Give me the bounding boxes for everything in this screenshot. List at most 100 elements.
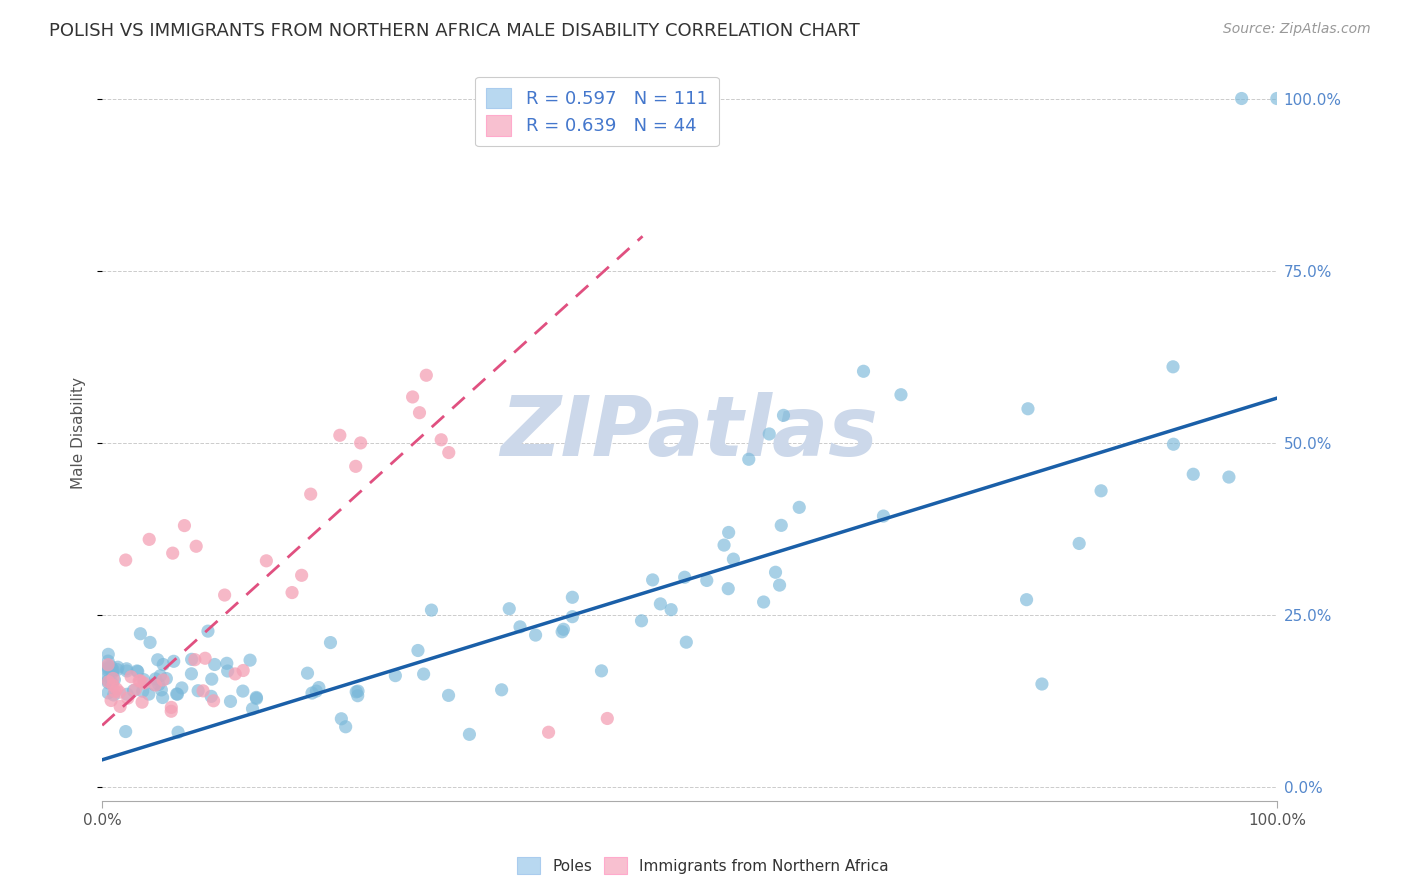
Point [1163, 437, 1185, 451]
Point [101, 672, 124, 686]
Point [105, 663, 128, 677]
Point [115, 687, 138, 701]
Point [124, 682, 146, 697]
Point [232, 664, 254, 678]
Point [239, 653, 262, 667]
Point [650, 597, 672, 611]
Point [491, 682, 513, 697]
Text: POLISH VS IMMIGRANTS FROM NORTHERN AFRICA MALE DISABILITY CORRELATION CHART: POLISH VS IMMIGRANTS FROM NORTHERN AFRIC… [49, 22, 860, 40]
Point [215, 657, 238, 671]
Point [97, 686, 120, 700]
Point [97, 674, 120, 689]
Point [152, 690, 174, 705]
Point [187, 683, 209, 698]
Point [103, 688, 125, 702]
Y-axis label: Male Disability: Male Disability [72, 376, 86, 489]
Text: Source: ZipAtlas.com: Source: ZipAtlas.com [1223, 22, 1371, 37]
Point [1090, 483, 1112, 498]
Point [406, 643, 429, 657]
Point [591, 664, 613, 678]
Point [128, 673, 150, 688]
Point [696, 574, 718, 588]
Point [97, 661, 120, 675]
Point [170, 681, 193, 695]
Point [787, 500, 810, 515]
Point [129, 626, 152, 640]
Point [101, 665, 124, 680]
Text: ZIPatlas: ZIPatlas [501, 392, 879, 473]
Point [97, 664, 120, 678]
Point [254, 554, 277, 568]
Point [173, 518, 195, 533]
Point [330, 712, 353, 726]
Point [437, 689, 460, 703]
Point [166, 687, 188, 701]
Point [281, 585, 304, 599]
Point [100, 693, 122, 707]
Point [101, 663, 124, 677]
Point [1182, 467, 1205, 482]
Point [305, 684, 328, 698]
Point [131, 695, 153, 709]
Point [335, 720, 357, 734]
Point [152, 657, 174, 672]
Point [401, 390, 423, 404]
Point [852, 364, 875, 378]
Point [155, 672, 177, 686]
Point [630, 614, 652, 628]
Point [551, 624, 574, 639]
Point [138, 533, 160, 547]
Point [138, 687, 160, 701]
Point [108, 685, 131, 699]
Point [132, 684, 155, 698]
Point [97, 648, 120, 662]
Point [115, 664, 138, 678]
Point [415, 368, 437, 383]
Point [1069, 536, 1091, 550]
Point [752, 595, 775, 609]
Point [458, 727, 481, 741]
Point [758, 427, 780, 442]
Point [217, 664, 239, 678]
Point [384, 668, 406, 682]
Point [346, 689, 368, 703]
Point [162, 546, 184, 560]
Point [194, 651, 217, 665]
Point [301, 686, 323, 700]
Point [561, 591, 583, 605]
Point [146, 653, 169, 667]
Point [167, 725, 190, 739]
Point [561, 609, 583, 624]
Point [97, 657, 120, 672]
Point [717, 525, 740, 540]
Point [509, 620, 531, 634]
Point [738, 452, 761, 467]
Point [430, 433, 453, 447]
Point [537, 725, 560, 739]
Point [180, 652, 202, 666]
Point [412, 667, 434, 681]
Point [1015, 592, 1038, 607]
Point [100, 659, 122, 673]
Point [224, 667, 246, 681]
Point [97, 669, 120, 683]
Point [160, 704, 183, 718]
Point [145, 672, 167, 686]
Point [166, 687, 188, 701]
Point [713, 538, 735, 552]
Point [97, 654, 120, 668]
Point [890, 388, 912, 402]
Point [115, 662, 138, 676]
Point [101, 676, 124, 690]
Point [108, 699, 131, 714]
Point [1265, 91, 1288, 105]
Point [163, 654, 186, 668]
Point [673, 570, 696, 584]
Point [202, 694, 225, 708]
Point [184, 653, 207, 667]
Point [114, 724, 136, 739]
Point [197, 624, 219, 639]
Point [152, 673, 174, 687]
Point [97, 660, 120, 674]
Point [596, 711, 619, 725]
